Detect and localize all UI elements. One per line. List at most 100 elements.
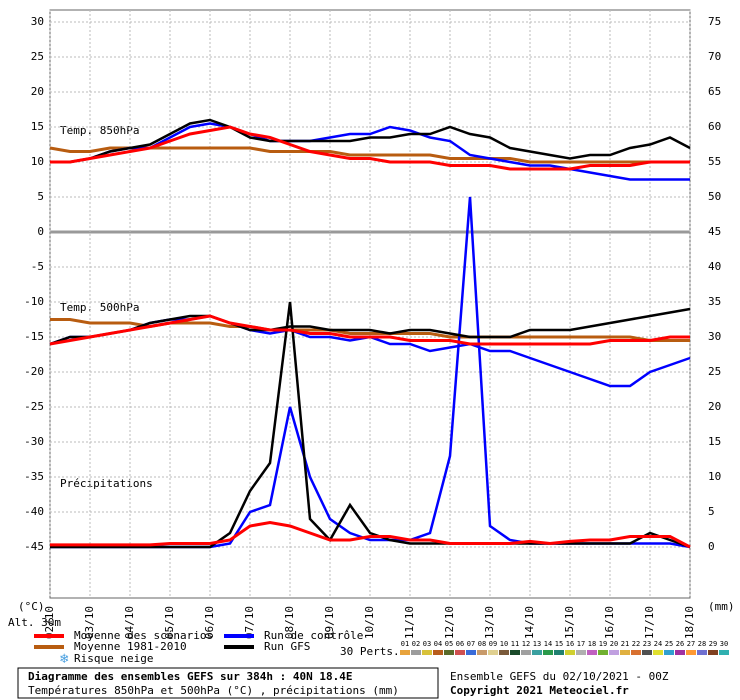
pert-label: 02 (412, 640, 420, 648)
series-line (50, 125, 690, 171)
x-tick-label: 13/10 (483, 606, 496, 639)
pert-swatch (499, 650, 509, 655)
y2-tick-label: 50 (708, 190, 721, 203)
y2-tick-label: 30 (708, 330, 721, 343)
x-tick-label: 18/10 (683, 606, 696, 639)
series-line (49, 314, 690, 346)
legend-label: Run de contrôle (264, 629, 363, 642)
pert-swatch (422, 650, 432, 655)
series-line (50, 301, 691, 549)
chart-subtitle: Températures 850hPa et 500hPa (°C) , pré… (28, 684, 399, 697)
x-tick-label: 10/10 (363, 606, 376, 639)
x-tick-label: 11/10 (403, 606, 416, 639)
pert-swatch (686, 650, 696, 655)
y-tick-label: -25 (24, 400, 44, 413)
y2-tick-label: 5 (708, 505, 715, 518)
pert-label: 01 (401, 640, 409, 648)
pert-label: 07 (467, 640, 475, 648)
pert-swatch (521, 650, 531, 655)
pert-swatch (444, 650, 454, 655)
legend-swatch (224, 634, 254, 638)
pert-swatch (697, 650, 707, 655)
pert-label: 16 (566, 640, 574, 648)
y2-tick-label: 0 (708, 540, 715, 553)
y2-tick-label: 15 (708, 435, 721, 448)
x-tick-label: 14/10 (523, 606, 536, 639)
pert-swatch (565, 650, 575, 655)
x-tick-label: 03/10 (83, 606, 96, 639)
y-tick-label: -5 (31, 260, 44, 273)
pert-label: 12 (522, 640, 530, 648)
pert-swatch (719, 650, 729, 655)
x-tick-label: 12/10 (443, 606, 456, 639)
legend-label: Run GFS (264, 640, 310, 653)
pert-label: 11 (511, 640, 519, 648)
legend-label: Moyenne des scénarios (74, 629, 213, 642)
copyright: Copyright 2021 Meteociel.fr (450, 684, 629, 697)
snow-icon: ❄ (60, 651, 69, 667)
y-tick-label: -10 (24, 295, 44, 308)
y-tick-label: 20 (31, 85, 44, 98)
pert-swatch (675, 650, 685, 655)
pert-swatch (477, 650, 487, 655)
y-tick-label: -20 (24, 365, 44, 378)
y2-tick-label: 45 (708, 225, 721, 238)
series-line (50, 520, 691, 549)
pert-swatch (488, 650, 498, 655)
pert-label: 30 (720, 640, 728, 648)
pert-swatch (631, 650, 641, 655)
series-line (49, 146, 690, 164)
x-tick-label: 04/10 (123, 606, 136, 639)
pert-label: 19 (599, 640, 607, 648)
y-tick-label: 0 (37, 225, 44, 238)
pert-label: 14 (544, 640, 552, 648)
y-tick-label: 10 (31, 155, 44, 168)
altitude: Alt. 30m (8, 616, 61, 629)
y2-tick-label: 70 (708, 50, 721, 63)
pert-label: 13 (533, 640, 541, 648)
pert-label: 20 (610, 640, 618, 648)
x-tick-label: 09/10 (323, 606, 336, 639)
pert-swatch (653, 650, 663, 655)
pert-label: 26 (676, 640, 684, 648)
y2-tick-label: 35 (708, 295, 721, 308)
y2-tick-label: 60 (708, 120, 721, 133)
y-tick-label: -15 (24, 330, 44, 343)
pert-swatch (510, 650, 520, 655)
pert-label: 29 (709, 640, 717, 648)
y2-tick-label: 75 (708, 15, 721, 28)
legend-swatch (34, 634, 64, 638)
y-tick-label: 5 (37, 190, 44, 203)
pert-label: 28 (698, 640, 706, 648)
pert-label: 21 (621, 640, 629, 648)
pert-label: 22 (632, 640, 640, 648)
y2-tick-label: 55 (708, 155, 721, 168)
y2-tick-label: 10 (708, 470, 721, 483)
pert-label: 15 (555, 640, 563, 648)
annotation: Temp. 850hPa (60, 124, 139, 137)
chart-title: Diagramme des ensembles GEFS sur 384h : … (28, 670, 353, 683)
run-label: Ensemble GEFS du 02/10/2021 - 00Z (450, 670, 669, 683)
pert-swatch (598, 650, 608, 655)
pert-swatch (642, 650, 652, 655)
pert-swatch (554, 650, 564, 655)
title-box (17, 667, 439, 699)
x-tick-label: 08/10 (283, 606, 296, 639)
pert-swatch (587, 650, 597, 655)
y-tick-label: 30 (31, 15, 44, 28)
x-tick-label: 06/10 (203, 606, 216, 639)
pert-swatch (400, 650, 410, 655)
y2-tick-label: 40 (708, 260, 721, 273)
pert-label: 27 (687, 640, 695, 648)
pert-label: 04 (434, 640, 442, 648)
pert-label: 23 (643, 640, 651, 648)
y-axis-label: (°C) (18, 600, 45, 613)
pert-swatch (543, 650, 553, 655)
x-tick-label: 15/10 (563, 606, 576, 639)
pert-label: 24 (654, 640, 662, 648)
pert-swatch (466, 650, 476, 655)
pert-label: 10 (500, 640, 508, 648)
pert-swatch (620, 650, 630, 655)
y-tick-label: -45 (24, 540, 44, 553)
